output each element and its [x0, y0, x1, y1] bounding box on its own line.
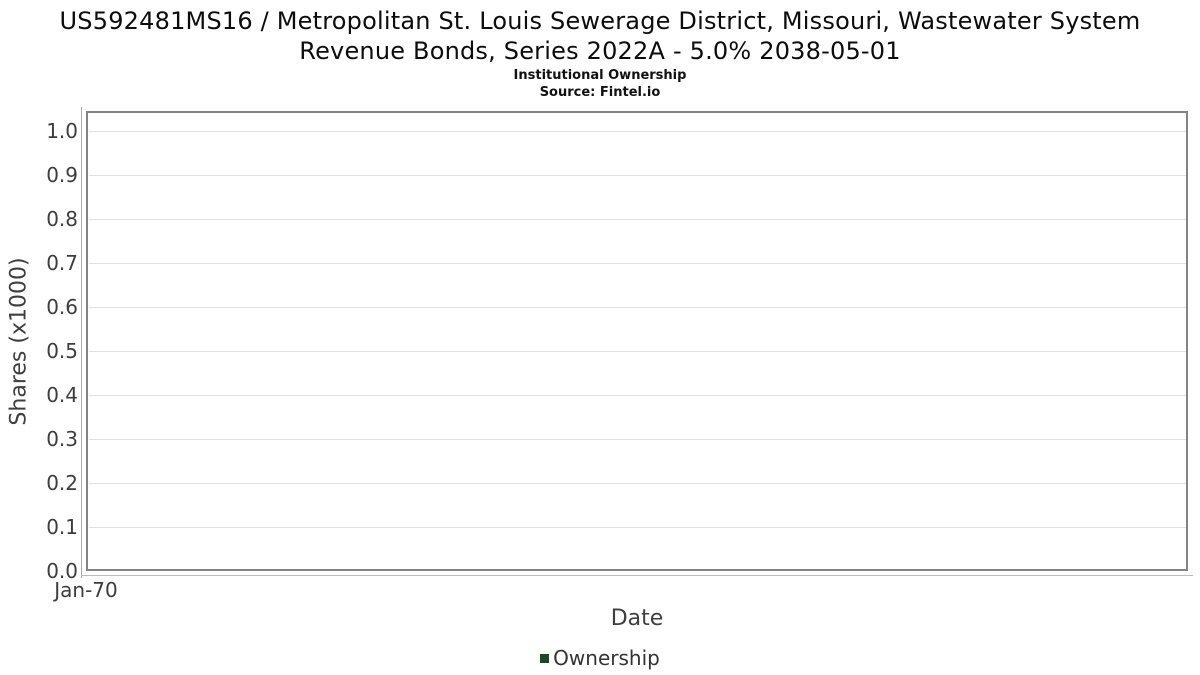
- y-tick-label: 0.5: [46, 338, 78, 363]
- y-gridline: [89, 218, 1186, 220]
- y-gridline: [89, 174, 1186, 176]
- chart-title: US592481MS16 / Metropolitan St. Louis Se…: [59, 7, 1141, 65]
- y-gridline: [89, 482, 1186, 484]
- y-axis-title: Shares (x1000): [6, 257, 32, 426]
- y-tick-label: 0.3: [46, 426, 78, 451]
- y-tick-label: 0.7: [46, 250, 78, 275]
- y-axis-line: [81, 107, 82, 578]
- plot-area: [86, 111, 1188, 571]
- y-tick-label: 0.1: [46, 514, 78, 539]
- legend-marker-icon: [540, 653, 550, 663]
- legend: Ownership: [0, 646, 1200, 670]
- y-tick-label: 0.8: [46, 206, 78, 231]
- y-gridline: [89, 526, 1186, 528]
- chart-subtitle: Institutional Ownership: [513, 68, 687, 83]
- y-gridline: [89, 130, 1186, 132]
- chart-source-credit: Source: Fintel.io: [539, 85, 661, 100]
- y-tick-label: 0.0: [46, 559, 78, 583]
- legend-label: Ownership: [553, 646, 660, 670]
- y-gridline: [89, 350, 1186, 352]
- y-gridline: [89, 438, 1186, 440]
- y-tick-label: 0.6: [46, 294, 78, 319]
- y-tick-label: 0.9: [46, 162, 78, 187]
- x-axis-title: Date: [610, 606, 664, 631]
- y-tick-label: 0.2: [46, 470, 78, 495]
- y-tick-label: 0.4: [46, 382, 78, 407]
- x-axis-line: [81, 575, 1193, 576]
- x-tick-label: Jan-70: [54, 578, 118, 602]
- y-gridline: [89, 262, 1186, 264]
- y-gridline: [89, 394, 1186, 396]
- y-gridline: [89, 306, 1186, 308]
- y-tick-label: 1.0: [46, 118, 78, 143]
